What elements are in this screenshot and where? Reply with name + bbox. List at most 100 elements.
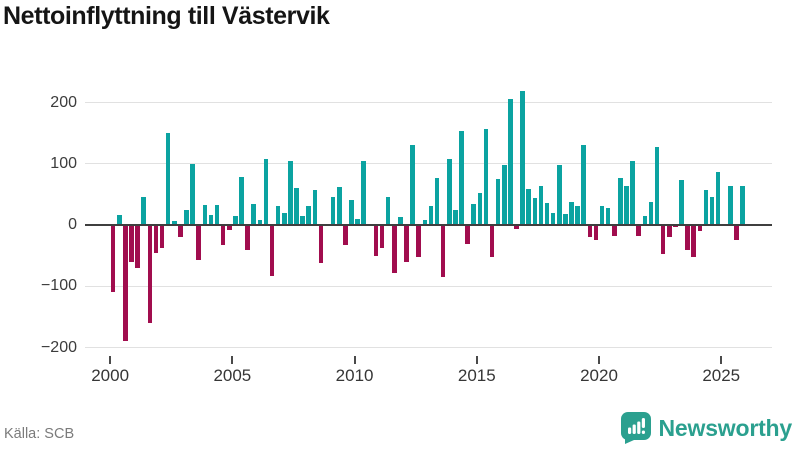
bar: [227, 225, 232, 230]
bar: [392, 225, 397, 274]
bar: [251, 204, 257, 225]
bar: [233, 215, 238, 225]
bar: [239, 176, 244, 225]
bar: [703, 190, 709, 225]
bar: [685, 225, 690, 250]
bar: [312, 190, 318, 225]
bar: [660, 225, 666, 255]
bar: [117, 214, 122, 225]
bar: [141, 196, 147, 225]
bar: [306, 206, 312, 225]
bar: [667, 225, 672, 238]
bar: [147, 225, 153, 323]
newsworthy-wordmark: Newsworthy: [658, 414, 793, 441]
bar: [557, 164, 562, 225]
bar: [587, 225, 593, 237]
chart-title: Nettoinflyttning till Västervik: [3, 2, 330, 30]
bar: [550, 212, 556, 225]
grid-line: [85, 102, 772, 103]
bar: [740, 185, 745, 225]
x-axis-label: 2010: [335, 366, 374, 385]
x-axis-tick: [109, 356, 112, 364]
x-axis-tick: [231, 356, 234, 364]
bar: [129, 225, 134, 262]
bar: [520, 91, 525, 225]
bar: [135, 225, 140, 268]
bar: [465, 225, 470, 244]
bar: [355, 218, 360, 225]
bar: [447, 159, 452, 225]
bar: [618, 177, 623, 225]
bar: [514, 225, 519, 230]
grid-line: [85, 285, 772, 287]
bar: [630, 161, 635, 225]
bar: [123, 225, 128, 342]
y-axis-label: 200: [50, 93, 77, 111]
newsworthy-logo: Newsworthy: [620, 411, 792, 445]
bar: [190, 163, 195, 225]
bar: [709, 197, 715, 225]
bar: [294, 188, 299, 225]
bar: [440, 225, 446, 278]
bar: [214, 205, 220, 225]
x-axis-tick: [720, 356, 723, 364]
x-axis-label: 2000: [91, 366, 130, 385]
bar: [477, 192, 483, 225]
bar: [208, 214, 214, 225]
bar: [734, 225, 739, 240]
x-axis-tick: [353, 356, 356, 364]
bar: [404, 225, 409, 262]
bar: [636, 225, 642, 237]
bar: [715, 172, 721, 225]
x-axis-label: 2005: [213, 366, 252, 385]
y-axis-label: 100: [50, 154, 77, 172]
bar: [538, 186, 544, 225]
bar: [385, 197, 391, 225]
y-axis-label: −100: [40, 277, 77, 295]
bar: [428, 206, 434, 225]
x-axis-tick: [598, 356, 601, 364]
bar: [245, 225, 250, 250]
x-axis-tick: [475, 356, 478, 364]
bar: [508, 99, 513, 225]
bar: [373, 225, 379, 257]
grid-line: [85, 163, 772, 165]
x-axis-label: 2020: [580, 366, 618, 385]
bar: [220, 225, 226, 246]
bar: [605, 208, 611, 225]
bar: [361, 161, 367, 225]
bar: [434, 177, 440, 225]
bar: [575, 206, 580, 225]
bar: [410, 145, 415, 225]
y-axis-label: 0: [68, 216, 77, 233]
bar: [422, 220, 428, 225]
bar: [483, 128, 489, 225]
bar: [612, 225, 617, 237]
bar: [184, 209, 189, 225]
bar: [288, 161, 293, 225]
bar: [337, 187, 342, 225]
bar: [453, 210, 458, 225]
bar: [673, 225, 678, 228]
bar: [581, 144, 587, 225]
bar: [165, 133, 171, 225]
x-axis-zero-line: [85, 224, 772, 226]
bar: [349, 199, 354, 225]
bar: [679, 180, 684, 225]
bar: [110, 225, 116, 293]
bar: [526, 189, 532, 225]
bar: [489, 225, 495, 258]
bar: [202, 204, 208, 225]
bar: [697, 225, 703, 232]
bar: [257, 220, 263, 225]
bar: [654, 147, 660, 225]
bar: [330, 196, 336, 225]
bar: [196, 225, 202, 260]
bar: [728, 186, 733, 225]
bar: [269, 225, 275, 277]
x-axis-label: 2025: [702, 366, 741, 385]
y-axis-label: −200: [40, 338, 77, 356]
bar: [599, 206, 605, 225]
bar: [416, 225, 422, 258]
